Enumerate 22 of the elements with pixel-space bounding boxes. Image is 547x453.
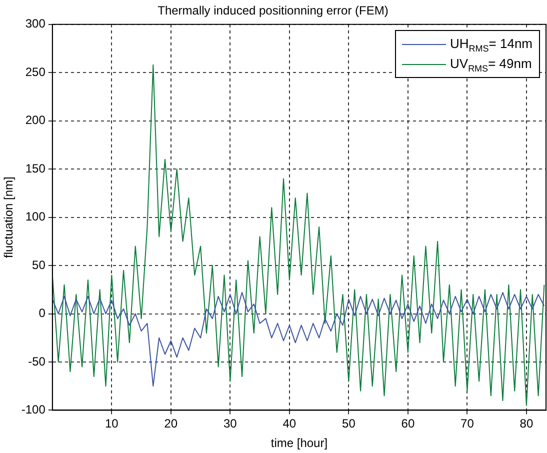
y-axis-title: fluctuation [nm]: [2, 176, 16, 258]
y-tick-label: 50: [32, 258, 46, 272]
legend-label: UH$_{RMS}$= 14nm: [450, 36, 533, 54]
chart-title: Thermally induced positionning error (FEM): [158, 4, 388, 18]
y-tick-label: 200: [25, 113, 46, 128]
y-tick-label: 150: [25, 161, 46, 176]
y-tick-label: 0: [38, 306, 46, 320]
y-tick-label: -50: [28, 354, 46, 368]
x-tick-label: 60: [401, 416, 415, 431]
x-tick-label: 20: [164, 416, 178, 431]
x-tick-label: 50: [342, 416, 356, 431]
x-tick-label: 40: [282, 416, 296, 431]
x-tick-label: 10: [104, 416, 119, 431]
y-tick-label: 250: [25, 64, 46, 79]
y-tick-label: 100: [25, 210, 46, 224]
legend-label: UV$_{RMS}$= 49nm: [450, 56, 532, 74]
x-tick-label: 80: [520, 416, 534, 431]
x-tick-label: 30: [224, 416, 238, 431]
x-axis-title: time [hour]: [270, 436, 328, 450]
y-tick-label: 300: [25, 16, 46, 31]
y-tick-label: -100: [21, 402, 46, 417]
x-tick-label: 70: [460, 416, 474, 431]
